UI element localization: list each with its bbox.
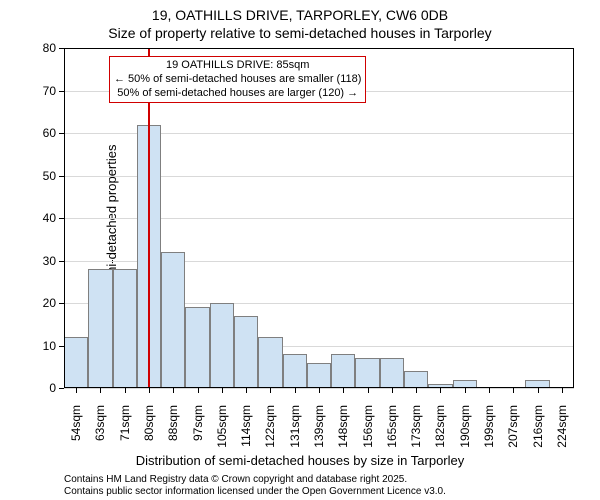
plot-border	[64, 48, 65, 388]
histogram-bar	[283, 354, 307, 388]
chart-title-address: 19, OATHILLS DRIVE, TARPORLEY, CW6 0DB	[0, 6, 600, 24]
chart-root: 19, OATHILLS DRIVE, TARPORLEY, CW6 0DB S…	[0, 0, 600, 500]
x-tick-mark	[513, 388, 514, 393]
y-tick-label: 0	[26, 381, 56, 395]
x-tick-mark	[76, 388, 77, 393]
x-tick-mark	[538, 388, 539, 393]
x-tick-mark	[125, 388, 126, 393]
chart-titles: 19, OATHILLS DRIVE, TARPORLEY, CW6 0DB S…	[0, 6, 600, 42]
histogram-bar	[161, 252, 185, 388]
histogram-bar	[185, 307, 209, 388]
plot-border	[64, 48, 574, 49]
y-tick-label: 40	[26, 211, 56, 225]
histogram-bar	[113, 269, 137, 388]
x-tick-mark	[368, 388, 369, 393]
x-tick-mark	[319, 388, 320, 393]
y-tick-label: 10	[26, 339, 56, 353]
histogram-bar	[210, 303, 234, 388]
x-axis-label: Distribution of semi-detached houses by …	[0, 453, 600, 468]
y-tick-label: 80	[26, 41, 56, 55]
plot-border	[64, 387, 574, 388]
x-tick-mark	[465, 388, 466, 393]
annotation-line-3: 50% of semi-detached houses are larger (…	[114, 87, 361, 101]
histogram-bar	[234, 316, 258, 388]
x-tick-mark	[246, 388, 247, 393]
y-tick-label: 30	[26, 254, 56, 268]
x-tick-mark	[489, 388, 490, 393]
histogram-bar	[331, 354, 355, 388]
y-tick-label: 60	[26, 126, 56, 140]
x-tick-mark	[198, 388, 199, 393]
y-tick-label: 50	[26, 169, 56, 183]
y-tick-label: 20	[26, 296, 56, 310]
x-tick-mark	[343, 388, 344, 393]
histogram-bar	[258, 337, 282, 388]
annotation-box: 19 OATHILLS DRIVE: 85sqm← 50% of semi-de…	[109, 56, 366, 103]
x-tick-mark	[222, 388, 223, 393]
attribution-line-2: Contains public sector information licen…	[64, 486, 446, 498]
x-tick-mark	[270, 388, 271, 393]
x-tick-mark	[100, 388, 101, 393]
plot-border	[573, 48, 574, 388]
x-tick-mark	[416, 388, 417, 393]
histogram-bar	[355, 358, 379, 388]
histogram-bar	[380, 358, 404, 388]
attribution-block: Contains HM Land Registry data © Crown c…	[64, 474, 446, 498]
attribution-line-1: Contains HM Land Registry data © Crown c…	[64, 474, 446, 486]
y-tick-label: 70	[26, 84, 56, 98]
x-tick-mark	[392, 388, 393, 393]
x-tick-mark	[173, 388, 174, 393]
y-tick-mark	[59, 388, 64, 389]
annotation-line-1: 19 OATHILLS DRIVE: 85sqm	[114, 59, 361, 73]
annotation-line-2: ← 50% of semi-detached houses are smalle…	[114, 73, 361, 87]
x-tick-mark	[149, 388, 150, 393]
x-tick-mark	[562, 388, 563, 393]
histogram-bar	[64, 337, 88, 388]
histogram-bar	[307, 363, 331, 389]
histogram-bar	[88, 269, 112, 388]
plot-area: 0102030405060708054sqm63sqm71sqm80sqm88s…	[64, 48, 574, 388]
x-tick-mark	[440, 388, 441, 393]
histogram-bar	[404, 371, 428, 388]
x-tick-mark	[295, 388, 296, 393]
chart-title-subtitle: Size of property relative to semi-detach…	[0, 24, 600, 42]
